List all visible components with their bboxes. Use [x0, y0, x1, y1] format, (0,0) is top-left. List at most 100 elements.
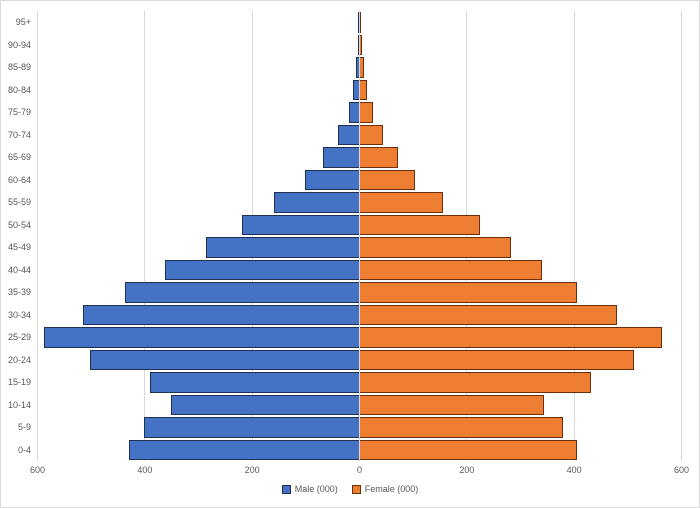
plot-area — [37, 11, 682, 462]
category-axis-line — [359, 11, 360, 461]
bar-male-20-24[interactable] — [90, 349, 360, 370]
x-tick-label: 400 — [137, 465, 153, 475]
legend-swatch-male-icon — [281, 484, 291, 494]
age-group-label: 55-59 — [7, 197, 31, 207]
pyramid-row — [38, 169, 682, 192]
age-group-label: 70-74 — [7, 129, 31, 140]
bar-female-75-79[interactable] — [359, 102, 373, 123]
bar-male-95+[interactable] — [357, 12, 360, 33]
age-group-label: 10-14 — [7, 399, 31, 410]
bar-male-80-84[interactable] — [352, 79, 360, 100]
bar-male-35-39[interactable] — [125, 282, 360, 303]
pyramid-row — [38, 79, 682, 102]
bar-male-90-94[interactable] — [357, 34, 360, 55]
pyramid-row — [38, 146, 682, 169]
bar-female-15-19[interactable] — [359, 372, 592, 393]
bar-male-5-9[interactable] — [143, 417, 360, 438]
gridline — [573, 11, 575, 461]
pyramid-row — [38, 236, 682, 259]
y-axis-labels: 95+ 90-94 85-89 80-84 75-79 70-74 65-69 60-64 55… — [1, 11, 31, 461]
age-group-label: 85-89 — [7, 62, 31, 72]
age-group-label: 45-49 — [7, 242, 31, 252]
bar-female-10-14[interactable] — [359, 394, 544, 415]
pyramid-row — [38, 101, 682, 124]
x-tick-label: 200 — [244, 465, 260, 475]
bar-female-55-59[interactable] — [359, 192, 443, 213]
bar-male-40-44[interactable] — [165, 259, 360, 280]
legend-item-male[interactable]: Male (000) — [281, 484, 338, 494]
bar-female-45-49[interactable] — [359, 237, 512, 258]
age-group-label: 80-84 — [7, 84, 31, 95]
age-group-label: 30-34 — [7, 309, 31, 320]
bar-male-75-79[interactable] — [348, 102, 360, 123]
bar-female-65-69[interactable] — [359, 147, 399, 168]
bar-female-70-74[interactable] — [359, 124, 384, 145]
gridline — [144, 11, 146, 461]
pyramid-row — [38, 11, 682, 34]
bar-female-40-44[interactable] — [359, 259, 542, 280]
bar-female-30-34[interactable] — [359, 304, 618, 325]
bar-female-80-84[interactable] — [359, 79, 368, 100]
age-group-label: 50-54 — [7, 219, 31, 230]
age-group-label: 75-79 — [7, 107, 31, 117]
bar-female-60-64[interactable] — [359, 169, 416, 190]
bar-male-30-34[interactable] — [83, 304, 360, 325]
bar-female-35-39[interactable] — [359, 282, 577, 303]
age-group-label: 5-9 — [17, 422, 31, 432]
legend-item-female[interactable]: Female (000) — [351, 484, 419, 494]
pyramid-row — [38, 191, 682, 214]
age-group-label: 20-24 — [7, 354, 31, 365]
bar-female-5-9[interactable] — [359, 417, 563, 438]
gridline — [37, 11, 38, 461]
age-group-label: 95+ — [15, 17, 31, 27]
bar-female-90-94[interactable] — [359, 34, 362, 55]
gridline — [251, 11, 253, 461]
pyramid-row — [38, 56, 682, 79]
x-tick-label: 600 — [673, 465, 690, 475]
age-group-label: 90-94 — [7, 39, 31, 50]
x-tick-label: 400 — [566, 465, 582, 475]
x-tick-label: 0 — [356, 465, 363, 475]
x-axis-labels: 600 400 200 0 200 400 600 — [30, 465, 689, 477]
bar-female-85-89[interactable] — [359, 57, 364, 78]
pyramid-row — [38, 349, 682, 372]
bar-male-25-29[interactable] — [44, 327, 360, 348]
pyramid-row — [38, 259, 682, 282]
bar-male-50-54[interactable] — [242, 214, 360, 235]
age-group-label: 0-4 — [17, 444, 31, 455]
legend-swatch-female-icon — [351, 484, 361, 494]
pyramid-row — [38, 34, 682, 57]
pyramid-row — [38, 304, 682, 327]
bar-male-85-89[interactable] — [356, 57, 360, 78]
pyramid-row — [38, 124, 682, 147]
age-group-label: 40-44 — [7, 264, 31, 275]
bar-male-55-59[interactable] — [273, 192, 360, 213]
bar-female-50-54[interactable] — [359, 214, 480, 235]
gridline — [466, 11, 468, 461]
legend-label-male: Male (000) — [294, 484, 338, 494]
bar-male-10-14[interactable] — [170, 394, 360, 415]
gridline — [681, 11, 682, 461]
bar-female-95+[interactable] — [359, 12, 362, 33]
bar-male-15-19[interactable] — [150, 372, 360, 393]
bar-male-60-64[interactable] — [305, 169, 360, 190]
bar-male-70-74[interactable] — [338, 124, 360, 145]
x-tick-label: 600 — [29, 465, 46, 475]
age-group-label: 60-64 — [7, 174, 31, 185]
pyramid-row — [38, 214, 682, 237]
age-group-label: 15-19 — [7, 377, 31, 387]
pyramid-row — [38, 416, 682, 439]
bar-female-0-4[interactable] — [359, 439, 578, 460]
bar-female-25-29[interactable] — [359, 327, 662, 348]
legend-label-female: Female (000) — [364, 484, 419, 494]
legend: Male (000) Female (000) — [1, 484, 699, 494]
pyramid-row — [38, 326, 682, 349]
bar-male-45-49[interactable] — [205, 237, 360, 258]
age-group-label: 35-39 — [7, 287, 31, 297]
age-group-label: 65-69 — [7, 152, 31, 162]
x-tick-label: 200 — [459, 465, 475, 475]
bar-female-20-24[interactable] — [359, 349, 635, 370]
pyramid-row — [38, 439, 682, 462]
bar-male-65-69[interactable] — [322, 147, 360, 168]
bar-male-0-4[interactable] — [128, 439, 360, 460]
